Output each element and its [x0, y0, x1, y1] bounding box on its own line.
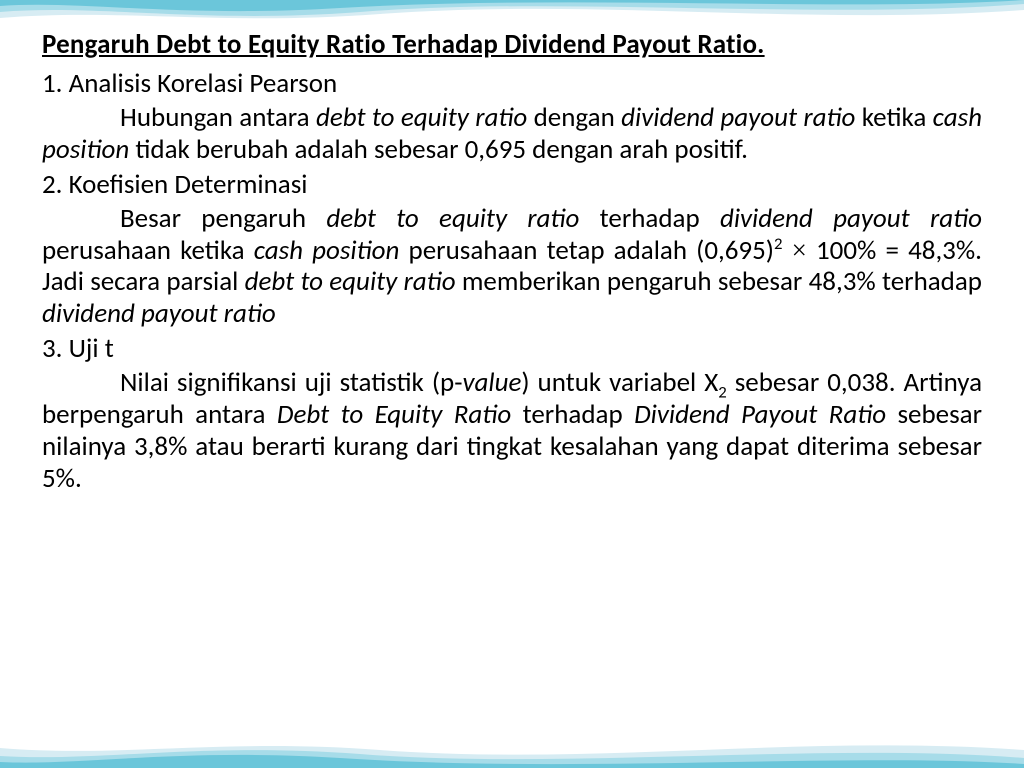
wave-band-dark	[0, 755, 1024, 768]
wave-band-mid	[0, 750, 1024, 768]
section3-heading: 3. Uji t	[42, 332, 982, 365]
slide-content: Pengaruh Debt to Equity Ratio Terhadap D…	[42, 28, 982, 738]
section2-heading: 2. Koefisien Determinasi	[42, 168, 982, 201]
slide-title: Pengaruh Debt to Equity Ratio Terhadap D…	[42, 28, 982, 61]
section2-body: Besar pengaruh debt to equity ratio terh…	[42, 203, 982, 330]
wave-band-light	[0, 0, 1024, 18]
wave-band-dark	[0, 0, 1024, 11]
wave-band-mid	[0, 0, 1024, 16]
section1-heading: 1. Analisis Korelasi Pearson	[42, 67, 982, 100]
wave-band-light	[0, 745, 1024, 768]
section3-body: Nilai signifikansi uji statistik (p-valu…	[42, 367, 982, 494]
section1-body: Hubungan antara debt to equity ratio den…	[42, 102, 982, 166]
